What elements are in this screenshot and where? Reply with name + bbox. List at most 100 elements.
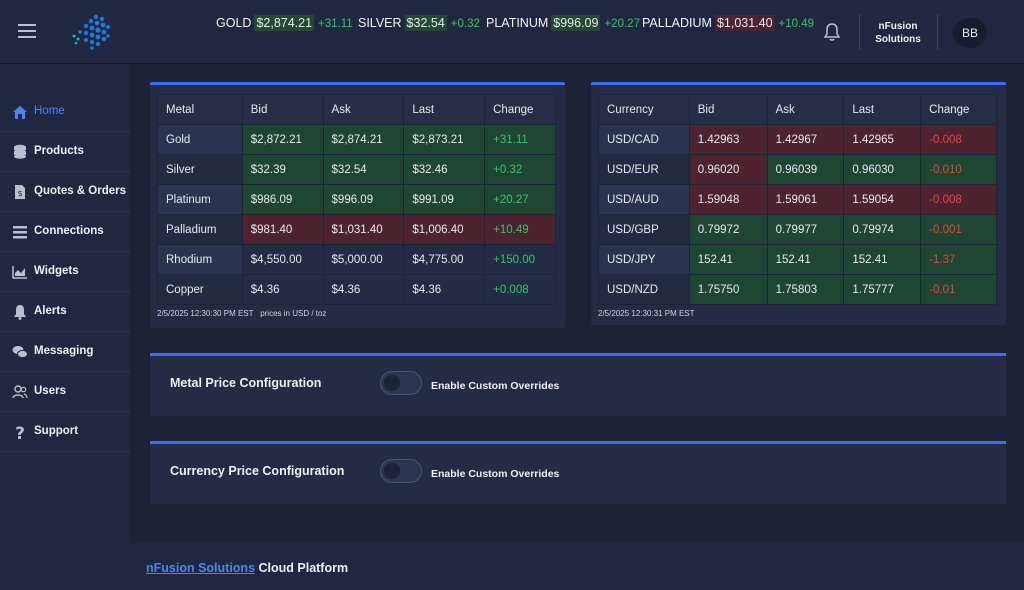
column-header-metal[interactable]: Metal bbox=[157, 94, 243, 125]
last-cell: 1.59054 bbox=[843, 184, 922, 215]
users-icon bbox=[12, 385, 28, 399]
chart-icon bbox=[12, 266, 27, 279]
column-header-currency[interactable]: Currency bbox=[598, 94, 690, 125]
metal-prices-panel: Metal Bid Ask Last Change Gold $2,872.21… bbox=[150, 82, 565, 328]
ask-cell: 1.59061 bbox=[766, 184, 845, 215]
toggle-knob bbox=[384, 375, 400, 391]
currency-pair: USD/NZD bbox=[598, 274, 690, 305]
column-header-ask[interactable]: Ask bbox=[322, 94, 405, 125]
sidebar-item-support[interactable]: ? Support bbox=[0, 412, 130, 452]
company-logo bbox=[72, 14, 110, 50]
last-cell: $4,775.00 bbox=[403, 244, 486, 275]
change-cell: +20.27 bbox=[484, 184, 556, 215]
change-cell: -0.008 bbox=[920, 124, 997, 155]
last-cell: $991.09 bbox=[403, 184, 486, 215]
sidebar-item-label: Products bbox=[34, 145, 84, 157]
sidebar-item-widgets[interactable]: Widgets bbox=[0, 252, 130, 292]
sidebar-item-products[interactable]: Products bbox=[0, 132, 130, 172]
currency-override-label: Enable Custom Overrides bbox=[431, 468, 560, 480]
sidebar-item-label: Alerts bbox=[34, 305, 67, 317]
table-row: Platinum $986.09 $996.09 $991.09 +20.27 bbox=[157, 184, 556, 215]
column-header-last[interactable]: Last bbox=[843, 94, 922, 125]
question-icon: ? bbox=[15, 424, 25, 440]
change-cell: +10.49 bbox=[484, 214, 556, 245]
user-avatar[interactable]: BB bbox=[953, 18, 987, 48]
table-row: USD/EUR 0.96020 0.96039 0.96030 -0.010 bbox=[598, 154, 997, 185]
list-icon bbox=[13, 226, 27, 239]
ticker-name: PALLADIUM bbox=[642, 16, 712, 30]
sidebar-item-label: Widgets bbox=[34, 265, 79, 277]
ask-cell: 0.96039 bbox=[766, 154, 845, 185]
sidebar-item-users[interactable]: Users bbox=[0, 372, 130, 412]
metal-name: Palladium bbox=[157, 214, 243, 245]
sidebar-item-label: Users bbox=[34, 385, 66, 397]
metal-name: Copper bbox=[157, 274, 243, 305]
ask-cell: 1.75803 bbox=[766, 274, 845, 305]
sidebar-item-home[interactable]: Home bbox=[0, 92, 130, 132]
bid-cell: $2,872.21 bbox=[241, 124, 324, 155]
change-cell: -1.37 bbox=[920, 244, 997, 275]
last-cell: 152.41 bbox=[843, 244, 922, 275]
sidebar-item-connections[interactable]: Connections bbox=[0, 212, 130, 252]
currency-override-toggle[interactable] bbox=[380, 459, 422, 483]
table-row: Palladium $981.40 $1,031.40 $1,006.40 +1… bbox=[157, 214, 556, 245]
top-bar: GOLD $2,874.21 +31.11 SILVER $32.54 +0.32 PL… bbox=[0, 0, 1024, 64]
table-row: USD/GBP 0.79972 0.79977 0.79974 -0.001 bbox=[598, 214, 997, 245]
ticker-palladium: PALLADIUM $1,031.40 +10.49 bbox=[642, 15, 814, 31]
currency-pair: USD/GBP bbox=[598, 214, 690, 245]
column-header-last[interactable]: Last bbox=[403, 94, 486, 125]
column-header-change[interactable]: Change bbox=[484, 94, 556, 125]
metal-timestamp: 2/5/2025 12:30:30 PM EST prices in USD /… bbox=[157, 309, 326, 318]
svg-text:?: ? bbox=[15, 424, 25, 440]
bid-cell: $981.40 bbox=[241, 214, 324, 245]
ticker-price: $996.09 bbox=[551, 15, 601, 31]
column-header-change[interactable]: Change bbox=[920, 94, 997, 125]
metal-override-toggle[interactable] bbox=[380, 371, 422, 395]
last-cell: 0.96030 bbox=[843, 154, 922, 185]
hamburger-menu-icon[interactable] bbox=[18, 24, 36, 38]
bid-cell: $986.09 bbox=[241, 184, 324, 215]
sidebar-item-quotes-orders[interactable]: $ Quotes & Orders bbox=[0, 172, 130, 212]
ticker-price: $1,031.40 bbox=[714, 15, 775, 31]
ask-cell: $32.54 bbox=[322, 154, 405, 185]
home-icon bbox=[13, 106, 27, 119]
table-row: USD/NZD 1.75750 1.75803 1.75777 -0.01 bbox=[598, 274, 997, 305]
notification-bell-icon[interactable] bbox=[823, 22, 841, 42]
last-cell: 0.79974 bbox=[843, 214, 922, 245]
toggle-knob bbox=[384, 463, 400, 479]
change-cell: +150.00 bbox=[484, 244, 556, 275]
ticker-gold: GOLD $2,874.21 +31.11 bbox=[216, 15, 353, 31]
column-header-bid[interactable]: Bid bbox=[241, 94, 324, 125]
chat-icon bbox=[12, 346, 28, 359]
last-cell: $1,006.40 bbox=[403, 214, 486, 245]
metal-name: Silver bbox=[157, 154, 243, 185]
ask-cell: $996.09 bbox=[322, 184, 405, 215]
sidebar-item-label: Quotes & Orders bbox=[34, 185, 127, 197]
metal-name: Gold bbox=[157, 124, 243, 155]
currency-timestamp: 2/5/2025 12:30:31 PM EST bbox=[598, 309, 695, 318]
table-row: Rhodium $4,550.00 $5,000.00 $4,775.00 +1… bbox=[157, 244, 556, 275]
company-name[interactable]: nFusion Solutions bbox=[868, 20, 928, 46]
last-cell: $4.36 bbox=[403, 274, 486, 305]
change-cell: -0.010 bbox=[920, 154, 997, 185]
currency-prices-panel: Currency Bid Ask Last Change USD/CAD 1.4… bbox=[591, 82, 1006, 325]
change-cell: -0.008 bbox=[920, 184, 997, 215]
table-row: Copper $4.36 $4.36 $4.36 +0.008 bbox=[157, 274, 556, 305]
divider bbox=[937, 14, 938, 50]
sidebar-item-messaging[interactable]: Messaging bbox=[0, 332, 130, 372]
sidebar-item-alerts[interactable]: Alerts bbox=[0, 292, 130, 332]
change-cell: +0.008 bbox=[484, 274, 556, 305]
ticker-change: +31.11 bbox=[318, 18, 353, 30]
currency-config-title: Currency Price Configuration bbox=[170, 464, 345, 478]
timestamp-text: 2/5/2025 12:30:30 PM EST bbox=[157, 309, 254, 318]
column-header-ask[interactable]: Ask bbox=[766, 94, 845, 125]
bid-cell: 0.96020 bbox=[688, 154, 768, 185]
footer-brand: nFusion Solutions Cloud Platform bbox=[146, 561, 348, 575]
nfusion-link[interactable]: nFusion Solutions bbox=[146, 561, 256, 575]
currency-price-config-panel: Currency Price Configuration Enable Cust… bbox=[150, 441, 1006, 504]
table-row: USD/JPY 152.41 152.41 152.41 -1.37 bbox=[598, 244, 997, 275]
bid-cell: $4.36 bbox=[241, 274, 324, 305]
bid-cell: $32.39 bbox=[241, 154, 324, 185]
column-header-bid[interactable]: Bid bbox=[688, 94, 768, 125]
change-cell: +31.11 bbox=[484, 124, 556, 155]
